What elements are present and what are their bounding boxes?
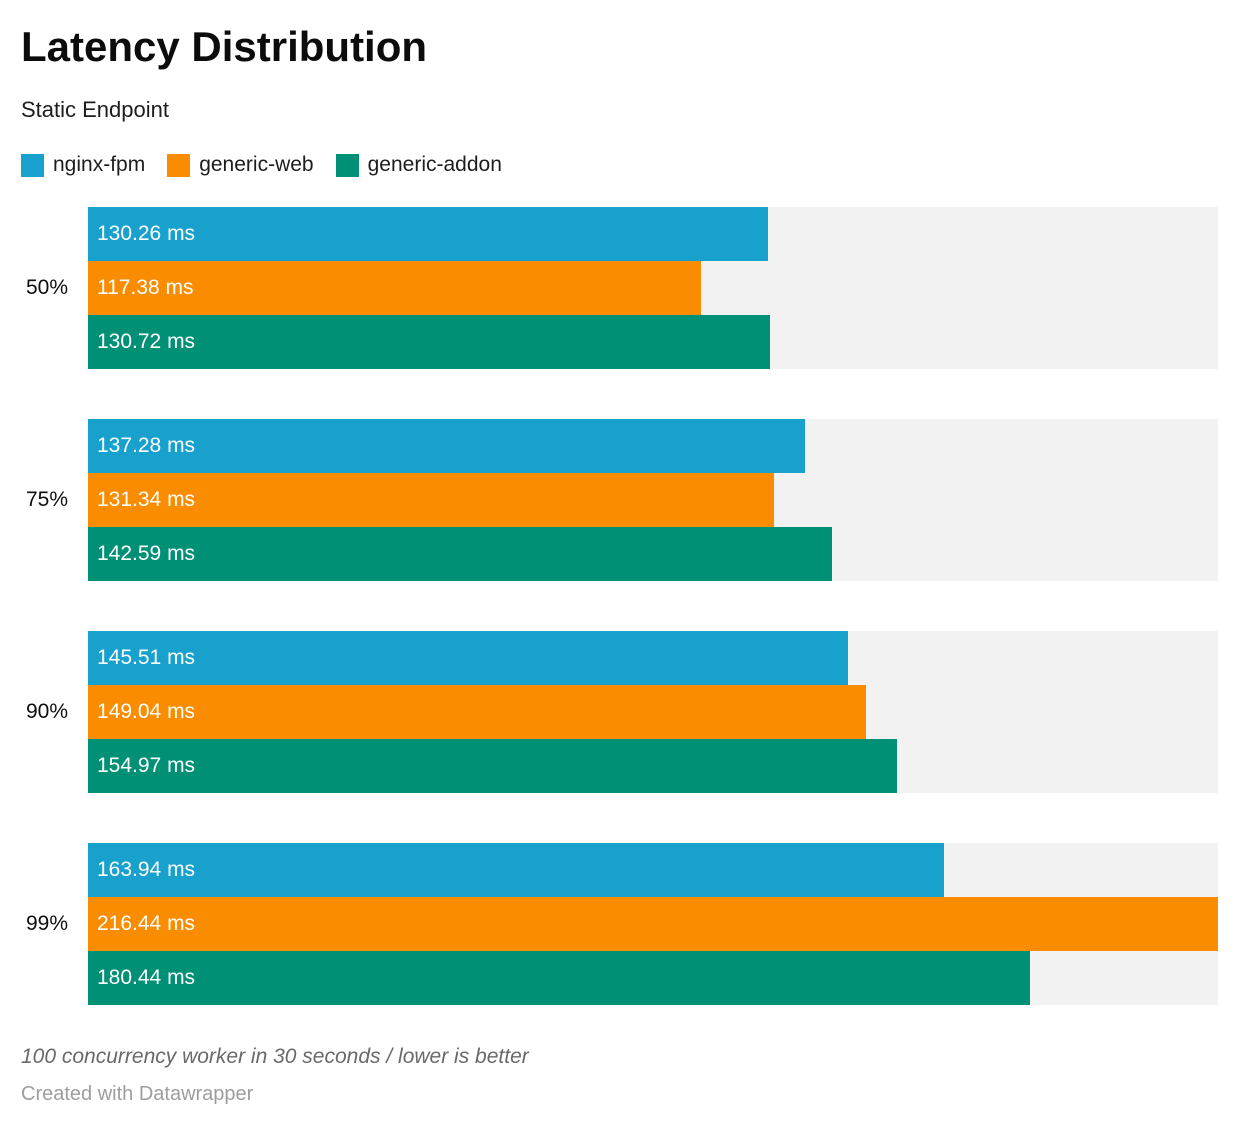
bar-value-label: 163.94 ms [97, 858, 196, 882]
bar-value-label: 117.38 ms [97, 276, 194, 300]
bar-track: 130.26 ms 117.38 ms 130.72 ms [88, 207, 1218, 370]
bar-generic-addon-90: 154.97 ms [88, 739, 898, 794]
bar-nginx-fpm-90: 145.51 ms [88, 631, 848, 686]
legend-swatch-generic-addon [335, 153, 359, 177]
bar-value-label: 131.34 ms [97, 488, 196, 512]
bar-value-label: 149.04 ms [97, 700, 196, 724]
bar-generic-web-50: 117.38 ms [88, 261, 701, 316]
bar-value-label: 216.44 ms [97, 912, 196, 936]
bar-value-label: 130.72 ms [97, 330, 196, 354]
bar-value-label: 154.97 ms [97, 754, 196, 778]
grouped-bar-chart: 50% 130.26 ms 117.38 ms 130.72 ms 75% 137.28 … [21, 207, 1218, 1006]
bar-generic-web-99: 216.44 ms [88, 897, 1218, 952]
legend-item-nginx-fpm: nginx-fpm [21, 153, 145, 177]
legend-label: generic-addon [367, 153, 502, 177]
bar-group-90: 90% 145.51 ms 149.04 ms 154.97 ms [21, 631, 1218, 794]
bar-group-99: 99% 163.94 ms 216.44 ms 180.44 ms [21, 843, 1218, 1006]
bar-nginx-fpm-50: 130.26 ms [88, 207, 769, 262]
bar-nginx-fpm-99: 163.94 ms [88, 843, 944, 898]
bar-nginx-fpm-75: 137.28 ms [88, 419, 805, 474]
legend-label: nginx-fpm [53, 153, 146, 177]
bar-generic-addon-50: 130.72 ms [88, 315, 771, 370]
datawrapper-attribution: Created with Datawrapper [21, 1083, 254, 1106]
bar-value-label: 137.28 ms [97, 434, 196, 458]
bar-track: 137.28 ms 131.34 ms 142.59 ms [88, 419, 1218, 582]
bar-group-75: 75% 137.28 ms 131.34 ms 142.59 ms [21, 419, 1218, 582]
bar-track: 163.94 ms 216.44 ms 180.44 ms [88, 843, 1218, 1006]
legend: nginx-fpm generic-web generic-addon [21, 153, 1218, 177]
bar-generic-addon-99: 180.44 ms [88, 951, 1031, 1006]
category-label: 99% [25, 912, 68, 936]
category-label: 75% [25, 488, 68, 512]
bar-track: 145.51 ms 149.04 ms 154.97 ms [88, 631, 1218, 794]
bar-generic-web-75: 131.34 ms [88, 473, 774, 528]
bar-value-label: 130.26 ms [97, 222, 196, 246]
bar-generic-web-90: 149.04 ms [88, 685, 867, 740]
legend-item-generic-addon: generic-addon [335, 153, 502, 177]
bar-value-label: 145.51 ms [97, 646, 196, 670]
legend-item-generic-web: generic-web [167, 153, 314, 177]
bar-group-50: 50% 130.26 ms 117.38 ms 130.72 ms [21, 207, 1218, 370]
legend-label: generic-web [199, 153, 314, 177]
category-label: 90% [25, 700, 68, 724]
chart-note: 100 concurrency worker in 30 seconds / l… [21, 1045, 529, 1069]
legend-swatch-generic-web [167, 153, 191, 177]
bar-generic-addon-75: 142.59 ms [88, 527, 833, 582]
category-label: 50% [25, 276, 68, 300]
chart-title: Latency Distribution [21, 23, 428, 70]
bar-value-label: 180.44 ms [97, 966, 196, 990]
bar-value-label: 142.59 ms [97, 542, 196, 566]
chart-subtitle: Static Endpoint [21, 97, 169, 123]
legend-swatch-nginx-fpm [21, 153, 44, 177]
